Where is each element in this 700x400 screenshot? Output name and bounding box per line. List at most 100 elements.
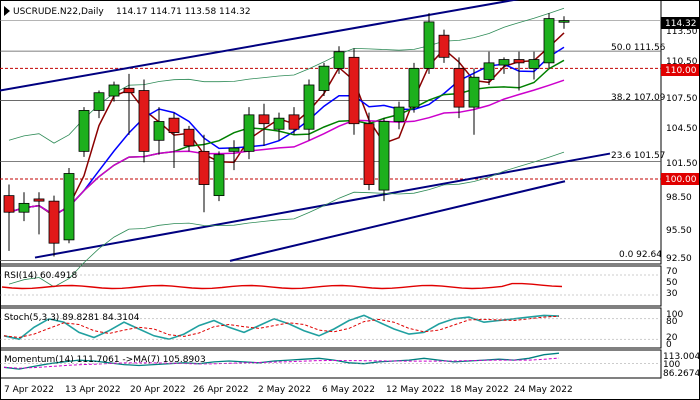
bull-candle xyxy=(528,59,540,69)
bull-candle xyxy=(423,21,435,69)
rsi-tick: 30 xyxy=(666,289,678,299)
channel-bottom-line xyxy=(229,180,566,262)
channel-top-line xyxy=(0,0,520,92)
level-110-text: 110.00 xyxy=(665,66,697,76)
bull-candle xyxy=(78,110,90,152)
level-100-text: 100.00 xyxy=(665,175,697,185)
date-label: 6 May 2022 xyxy=(322,385,375,395)
bear-candle xyxy=(183,128,195,147)
stoch-tick: 0 xyxy=(666,340,672,350)
bull-candle xyxy=(543,18,555,64)
fib-label-38: 38.2 107.09 xyxy=(611,93,666,103)
collapse-arrow-icon[interactable] xyxy=(4,6,10,16)
ma-magenta-line xyxy=(8,79,565,216)
ohlc-values: 114.17 114.71 113.58 114.32 xyxy=(116,7,251,17)
price-tick: 113.50 xyxy=(666,27,698,37)
level-110-badge xyxy=(661,64,699,76)
momentum-tick: 100 xyxy=(663,360,680,370)
bollinger-lower-line xyxy=(8,151,565,288)
price-axis[interactable]: 113.50 110.50 107.50 104.50 101.50 98.50… xyxy=(661,17,699,264)
date-label: 24 May 2022 xyxy=(514,385,573,395)
bull-candle xyxy=(63,173,75,241)
bear-candle xyxy=(123,87,135,94)
rsi-title: RSI(14) 60.4918 xyxy=(4,271,77,281)
bear-candle xyxy=(288,114,300,130)
price-tick: 98.50 xyxy=(666,193,692,203)
bull-candle xyxy=(93,92,105,111)
date-label: 18 May 2022 xyxy=(450,385,509,395)
rsi-panel[interactable] xyxy=(0,265,662,307)
momentum-labels: Momentum(14) 111.7061 ->MA(7) 105.8903 1… xyxy=(4,352,700,379)
bull-candle xyxy=(318,65,330,91)
date-label: 2 May 2022 xyxy=(258,385,311,395)
channel-mid-line xyxy=(34,152,611,259)
bear-candle xyxy=(168,117,180,133)
date-label: 26 Apr 2022 xyxy=(193,385,249,395)
bull-candle xyxy=(498,59,510,66)
bear-candle xyxy=(258,114,270,125)
time-axis[interactable]: 7 Apr 2022 13 Apr 2022 20 Apr 2022 26 Ap… xyxy=(4,385,573,395)
price-tick: 110.50 xyxy=(666,57,698,67)
header: USCRUDE.N22,Daily 114.17 114.71 113.58 1… xyxy=(4,6,251,17)
stoch-tick: 100 xyxy=(666,310,683,320)
bull-candle xyxy=(18,202,30,213)
bear-candle xyxy=(138,90,150,152)
price-panel[interactable] xyxy=(0,0,662,265)
bear-candle xyxy=(198,150,210,185)
stoch-signal-line xyxy=(3,315,560,339)
rsi-labels: RSI(14) 60.4918 70 50 30 xyxy=(4,267,678,299)
momentum-panel[interactable] xyxy=(0,349,662,379)
rsi-tick: 50 xyxy=(666,278,678,288)
bull-candle xyxy=(393,106,405,122)
bull-candle xyxy=(243,114,255,152)
date-label: 12 May 2022 xyxy=(386,385,445,395)
bull-candle xyxy=(108,84,120,97)
stoch-tick: 20 xyxy=(666,333,678,343)
price-tick: 95.50 xyxy=(666,226,692,236)
bull-candle xyxy=(153,121,165,141)
momentum-tick: 113.0043 xyxy=(663,352,700,362)
bull-candle xyxy=(273,117,285,130)
candles-layer xyxy=(3,13,570,257)
momentum-ma-line xyxy=(3,357,560,369)
bear-candle xyxy=(3,195,15,213)
stoch-main-line xyxy=(3,314,560,341)
bear-candle xyxy=(453,67,465,108)
momentum-tick: 86.2674 xyxy=(663,369,700,379)
bull-candle xyxy=(483,62,495,80)
bear-candle xyxy=(363,123,375,185)
date-label: 7 Apr 2022 xyxy=(4,385,54,395)
bull-candle xyxy=(378,121,390,191)
current-price-badge xyxy=(661,17,699,29)
rsi-line xyxy=(1,282,563,290)
price-tick: 101.50 xyxy=(666,159,698,169)
bear-candle xyxy=(348,56,360,125)
fib-label-50: 50.0 111.56 xyxy=(611,43,666,53)
bull-candle xyxy=(408,67,420,108)
stoch-panel[interactable] xyxy=(0,307,662,349)
rsi-tick: 70 xyxy=(666,267,678,277)
bull-candle xyxy=(213,154,225,197)
bear-candle xyxy=(438,34,450,58)
stoch-tick: 80 xyxy=(666,317,678,327)
momentum-title: Momentum(14) 111.7061 ->MA(7) 105.8903 xyxy=(4,355,206,365)
date-label: 20 Apr 2022 xyxy=(130,385,186,395)
current-price-text: 114.32 xyxy=(665,19,697,29)
price-tick: 107.50 xyxy=(666,94,698,104)
date-label: 13 Apr 2022 xyxy=(65,385,121,395)
fib-label-0: 0.0 92.64 xyxy=(619,250,662,260)
price-tick: 92.50 xyxy=(666,254,692,264)
bear-candle xyxy=(33,198,45,202)
bull-candle xyxy=(303,84,315,130)
price-tick: 104.50 xyxy=(666,124,698,134)
bear-candle xyxy=(48,200,60,244)
bull-candle xyxy=(558,20,570,23)
bull-candle xyxy=(228,147,240,152)
symbol-label: USCRUDE.N22,Daily xyxy=(13,7,104,17)
bear-candle xyxy=(513,59,525,64)
stoch-labels: Stoch(5,3,3) 89.8281 84.3104 100 80 20 0 xyxy=(4,310,683,350)
fibonacci-labels: 50.0 111.56 38.2 107.09 23.6 101.57 0.0 … xyxy=(611,43,666,260)
level-100-badge xyxy=(661,173,699,185)
bull-candle xyxy=(333,51,345,69)
